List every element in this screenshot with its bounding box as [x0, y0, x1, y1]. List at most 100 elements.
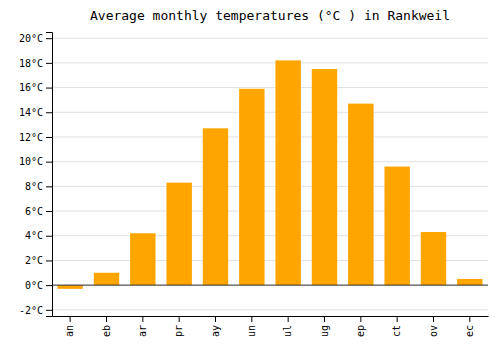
y-tick-mark — [46, 211, 52, 212]
grid-line — [52, 136, 488, 137]
x-tick-label: ct — [391, 325, 402, 337]
y-tick-label: 18°C — [19, 58, 43, 69]
y-tick-mark — [46, 310, 52, 311]
y-tick: 16°C — [19, 82, 52, 93]
zero-line — [52, 285, 488, 286]
bar — [166, 183, 191, 285]
x-tick-label: ar — [137, 325, 148, 337]
y-tick-mark — [46, 236, 52, 237]
y-tick-label: 16°C — [19, 82, 43, 93]
x-tick-label: un — [246, 325, 257, 337]
y-tick: 2°C — [25, 255, 52, 266]
y-tick-label: 0°C — [25, 280, 43, 291]
x-tick: un — [246, 316, 257, 337]
x-tick-label: ul — [282, 325, 293, 337]
y-tick-mark — [46, 63, 52, 64]
x-tick-mark — [106, 316, 107, 322]
x-tick-mark — [215, 316, 216, 322]
y-tick-mark — [46, 186, 52, 187]
bar — [130, 233, 155, 285]
x-tick-mark — [360, 316, 361, 322]
x-tick-label: an — [64, 325, 75, 337]
x-tick-mark — [70, 316, 71, 322]
y-tick: 4°C — [25, 230, 52, 241]
y-tick-label: 8°C — [25, 181, 43, 192]
plot-area: -2°C 0°C 2°C 4°C 6°C 8°C 10°C 12°C 14°C 16°C 18°C 2… — [19, 33, 489, 338]
y-tick: 8°C — [25, 181, 52, 192]
x-tick: ay — [210, 316, 221, 337]
grid-line — [52, 161, 488, 162]
bar — [348, 104, 373, 286]
y-tick-label: 10°C — [19, 156, 43, 167]
y-tick-mark — [46, 285, 52, 286]
y-tick-label: -2°C — [19, 305, 43, 316]
x-tick-label: eb — [101, 325, 112, 337]
x-tick-label: pr — [173, 325, 184, 337]
x-tick-mark — [433, 316, 434, 322]
x-axis: an eb ar pr ay un ul ug ep ct ov ec — [53, 316, 489, 337]
y-tick-mark — [46, 112, 52, 113]
y-tick-mark — [46, 260, 52, 261]
y-tick-label: 6°C — [25, 206, 43, 217]
x-tick: ec — [464, 316, 475, 337]
x-axis-line — [53, 316, 489, 317]
y-tick: 6°C — [25, 206, 52, 217]
bar — [457, 279, 482, 285]
x-tick-mark — [179, 316, 180, 322]
grid-line — [52, 38, 488, 39]
y-tick-label: 2°C — [25, 255, 43, 266]
y-tick: 10°C — [19, 156, 52, 167]
x-tick: an — [64, 316, 75, 337]
x-tick-label: ov — [428, 325, 439, 337]
x-tick: pr — [173, 316, 184, 337]
grid-line — [52, 112, 488, 113]
y-tick: -2°C — [19, 305, 52, 316]
bar — [203, 128, 228, 285]
x-tick: ug — [319, 316, 330, 337]
grid-line — [52, 309, 488, 310]
y-tick: 18°C — [19, 58, 52, 69]
y-tick: 20°C — [19, 33, 52, 44]
bar — [312, 69, 337, 285]
grid-line — [52, 211, 488, 212]
y-tick-mark — [46, 38, 52, 39]
y-tick-label: 4°C — [25, 230, 43, 241]
grid-line — [52, 186, 488, 187]
x-tick: ct — [391, 316, 402, 337]
y-tick-mark — [46, 162, 52, 163]
y-tick-label: 14°C — [19, 107, 43, 118]
bar — [384, 167, 409, 286]
title: Average monthly temperatures (°C ) in Ra… — [90, 8, 450, 23]
x-tick-mark — [469, 316, 470, 322]
y-tick-mark — [46, 88, 52, 89]
x-tick-mark — [397, 316, 398, 322]
bar — [94, 273, 119, 285]
x-tick: ul — [282, 316, 293, 337]
y-tick-label: 12°C — [19, 132, 43, 143]
bar — [239, 89, 264, 285]
x-tick-mark — [142, 316, 143, 322]
y-axis: -2°C 0°C 2°C 4°C 6°C 8°C 10°C 12°C 14°C 16°C 18°C 2… — [19, 33, 53, 317]
chart: -2°C 0°C 2°C 4°C 6°C 8°C 10°C 12°C 14°C 16°C 18°C 2… — [0, 0, 500, 350]
x-tick-mark — [288, 316, 289, 322]
x-tick-label: ec — [464, 325, 475, 337]
y-tick: 14°C — [19, 107, 52, 118]
y-tick-mark — [46, 137, 52, 138]
x-tick: ep — [355, 316, 366, 337]
bars — [57, 60, 482, 288]
grid-line — [52, 87, 488, 88]
grid — [52, 38, 488, 310]
x-tick: ov — [428, 316, 439, 337]
x-tick: eb — [101, 316, 112, 337]
y-tick-label: 20°C — [19, 33, 43, 44]
x-tick-mark — [324, 316, 325, 322]
bar — [275, 60, 300, 285]
grid-line — [52, 285, 488, 286]
x-tick-label: ay — [210, 325, 221, 337]
y-tick: 0°C — [25, 280, 52, 291]
x-tick-label: ep — [355, 325, 366, 337]
x-tick-label: ug — [319, 325, 330, 337]
bar — [57, 285, 82, 289]
y-tick: 12°C — [19, 132, 52, 143]
bar — [421, 232, 446, 285]
